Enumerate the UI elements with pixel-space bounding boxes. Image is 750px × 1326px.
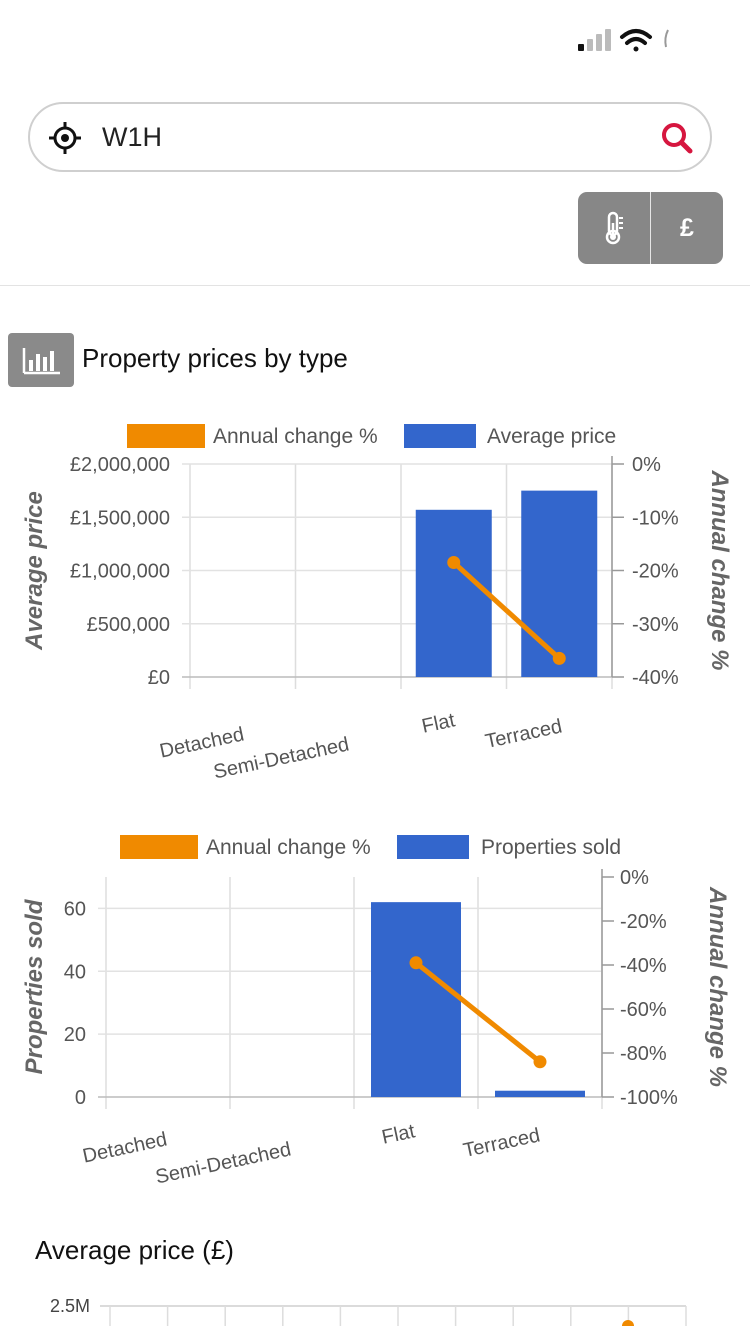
legend-swatch: [127, 424, 205, 448]
x-tick-label: Detached: [81, 1128, 169, 1167]
legend-label: Average price: [487, 425, 616, 448]
y2-tick-label: -40%: [632, 667, 679, 689]
search-bar[interactable]: W1H: [28, 102, 712, 172]
price-toggle[interactable]: £: [680, 213, 694, 242]
wifi-icon: [620, 29, 652, 52]
legend-swatch: [120, 835, 198, 859]
locate-icon[interactable]: [48, 121, 82, 155]
series-line: [414, 960, 542, 1064]
line-point: [533, 1055, 547, 1069]
x-tick-label: Flat: [380, 1120, 418, 1149]
average-price-chart: 2.5M: [50, 1296, 687, 1326]
x-tick-label: Semi-Detached: [154, 1138, 293, 1185]
divider: [0, 285, 750, 286]
view-toggle-group: £: [578, 192, 723, 264]
legend-label: Annual change %: [206, 836, 371, 859]
y-tick-label: 2.5M: [50, 1296, 90, 1316]
average-price-by-type-chart: Annual change % Average price £0 £500,000 £1…: [21, 424, 733, 780]
search-icon[interactable]: [658, 119, 696, 157]
legend-label: Properties sold: [481, 836, 621, 859]
x-tick-label: Terraced: [461, 1124, 542, 1162]
thermometer-icon: [605, 211, 623, 245]
bar: [521, 490, 598, 677]
toggle-divider: [650, 192, 651, 264]
signal-icon: [578, 29, 611, 51]
y2-tick-label: 0%: [632, 454, 661, 476]
y-tick-label: 60: [64, 898, 86, 920]
bar: [495, 1090, 585, 1097]
y2-tick-label: -60%: [620, 999, 667, 1021]
series-line: [452, 560, 561, 661]
line-point: [552, 651, 566, 665]
x-tick-label: Flat: [420, 709, 458, 738]
y-axis-title: Properties sold: [21, 898, 48, 1074]
section-icon-box: [8, 333, 74, 387]
average-price-title: Average price (£): [35, 1235, 234, 1265]
y-tick-label: 0: [75, 1087, 86, 1109]
y2-tick-label: -20%: [632, 561, 679, 583]
y2-axis-title: Annual change %: [704, 886, 731, 1087]
y2-tick-label: -40%: [620, 955, 667, 977]
y-tick-label: £1,500,000: [70, 507, 170, 529]
y-tick-label: £2,000,000: [70, 454, 170, 476]
y2-tick-label: -30%: [632, 614, 679, 636]
y-tick-label: £1,000,000: [70, 561, 170, 583]
legend-swatch: [404, 424, 476, 448]
bar-chart-icon: [22, 348, 60, 375]
status-bar: [0, 0, 750, 80]
y2-tick-label: -10%: [632, 507, 679, 529]
y2-axis-title: Annual change %: [706, 469, 733, 670]
y-tick-label: 20: [64, 1024, 86, 1046]
bar: [415, 509, 492, 677]
y-tick-label: 40: [64, 961, 86, 983]
y-tick-label: £0: [148, 667, 170, 689]
y2-tick-label: -100%: [620, 1087, 678, 1109]
y-axis-title: Average price: [21, 491, 48, 651]
x-tick-label: Terraced: [483, 715, 564, 753]
legend-swatch: [397, 835, 469, 859]
legend-label: Annual change %: [213, 425, 378, 448]
line-point: [447, 556, 461, 570]
y2-tick-label: -20%: [620, 911, 667, 933]
bar: [371, 902, 461, 1097]
status-icons: [578, 29, 669, 52]
heat-map-toggle[interactable]: [578, 192, 650, 264]
line-point: [409, 956, 423, 970]
properties-sold-by-type-chart: Annual change % Properties sold 0 20 40 60 -10…: [21, 835, 731, 1185]
y-tick-label: £500,000: [87, 614, 170, 636]
line-point: [622, 1320, 634, 1326]
section-title: Property prices by type: [82, 343, 348, 373]
y2-tick-label: 0%: [620, 867, 649, 889]
battery-icon: [664, 29, 669, 48]
y2-tick-label: -80%: [620, 1043, 667, 1065]
search-input[interactable]: W1H: [102, 122, 162, 152]
